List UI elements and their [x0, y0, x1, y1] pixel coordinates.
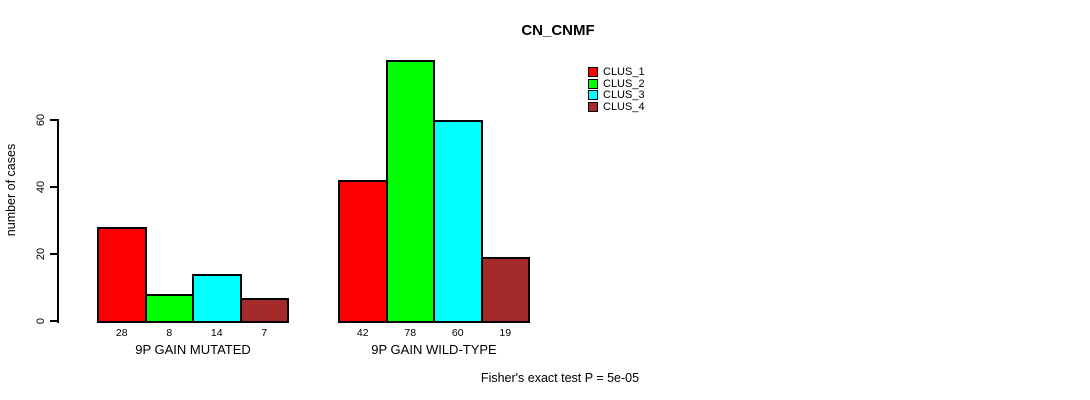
y-tick	[50, 119, 57, 121]
y-tick	[50, 320, 57, 322]
legend-item-clus_3: CLUS_3	[588, 89, 645, 101]
group-label: 9P GAIN WILD-TYPE	[371, 342, 497, 357]
y-tick-label: 0	[35, 317, 47, 325]
y-tick-label: 20	[35, 247, 47, 261]
bar-clus_4-wild-type	[480, 257, 530, 323]
bar-value-label: 19	[499, 327, 512, 339]
bar-value-label: 42	[356, 327, 369, 339]
legend-swatch	[588, 78, 598, 89]
y-axis-label: number of cases	[4, 143, 18, 237]
legend-label: CLUS_1	[603, 66, 645, 78]
annotation-text: Fisher's exact test P = 5e-05	[480, 371, 640, 385]
bar-value-label: 8	[166, 327, 173, 339]
legend-swatch	[588, 90, 598, 100]
bar-clus_2-wild-type	[385, 59, 435, 323]
y-tick	[50, 253, 57, 255]
bar-clus_2-mutated	[144, 294, 194, 323]
bar-clus_1-mutated	[97, 227, 147, 323]
legend-item-clus_2: CLUS_2	[588, 77, 645, 90]
bar-clus_4-mutated	[239, 297, 289, 323]
bar-clus_1-wild-type	[338, 180, 388, 323]
y-tick-label: 60	[35, 113, 47, 127]
chart-title: CN_CNMF	[521, 22, 595, 39]
group-label: 9P GAIN MUTATED	[135, 342, 251, 357]
y-tick-label: 40	[35, 180, 47, 194]
legend-label: CLUS_4	[603, 100, 645, 113]
y-axis-line	[57, 119, 59, 323]
legend-item-clus_1: CLUS_1	[588, 66, 645, 78]
bar-value-label: 7	[261, 327, 268, 339]
bar-clus_3-mutated	[192, 274, 242, 323]
legend-swatch	[588, 67, 598, 77]
bar-value-label: 60	[451, 327, 464, 339]
y-tick	[50, 186, 57, 188]
bar-value-label: 78	[404, 327, 417, 339]
bar-value-label: 14	[210, 327, 223, 339]
bar-clus_3-wild-type	[433, 120, 483, 323]
bar-value-label: 28	[115, 327, 128, 339]
legend-item-clus_4: CLUS_4	[588, 100, 645, 113]
legend-label: CLUS_2	[603, 77, 645, 90]
legend-label: CLUS_3	[603, 89, 645, 101]
legend-swatch	[588, 101, 598, 112]
